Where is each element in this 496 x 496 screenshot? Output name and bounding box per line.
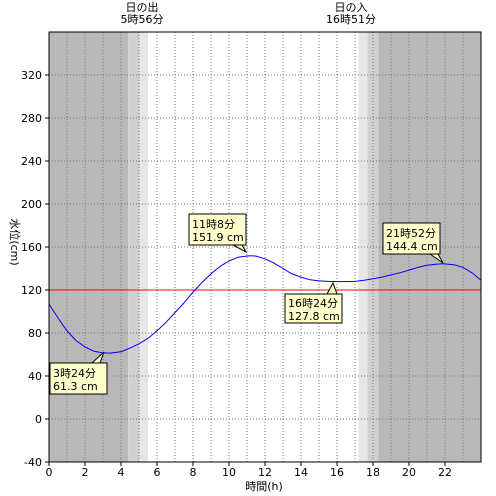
- callout-value: 144.4 cm: [386, 240, 438, 253]
- y-tick-label: 320: [21, 69, 42, 82]
- y-tick-labels: -40 0 40 80 120 160 200 240 280 320: [21, 69, 49, 469]
- callout-time: 21時52分: [386, 227, 436, 240]
- x-tick-label: 10: [222, 466, 236, 479]
- x-tick-label: 18: [366, 466, 380, 479]
- x-axis-label: 時間(h): [245, 480, 283, 493]
- low-tide-annotation-2: 16時24分 127.8 cm: [284, 281, 343, 324]
- x-tick-label: 4: [118, 466, 125, 479]
- x-tick-label: 22: [438, 466, 452, 479]
- y-tick-label: 240: [21, 155, 42, 168]
- x-tick-label: 16: [330, 466, 344, 479]
- callout-box: [382, 222, 444, 264]
- x-tick-label: 20: [402, 466, 416, 479]
- y-axis-label: 水位(cm): [8, 218, 22, 265]
- y-tick-label: -40: [24, 456, 42, 469]
- low-tide-annotation-1: 3時24分 61.3 cm: [49, 351, 108, 395]
- sunrise-time: 5時56分: [121, 13, 164, 26]
- x-tick-label: 14: [294, 466, 308, 479]
- x-tick-label: 0: [46, 466, 53, 479]
- high-tide-annotation-1: 11時8分 151.9 cm: [188, 213, 248, 254]
- night-band: [139, 32, 148, 462]
- y-tick-label: 40: [28, 370, 42, 383]
- callout-time: 3時24分: [53, 367, 96, 380]
- x-tick-label: 2: [82, 466, 89, 479]
- callout-box: [284, 281, 343, 324]
- water-level-line: [48, 255, 482, 354]
- x-tick-label: 12: [258, 466, 272, 479]
- callout-time: 11時8分: [192, 218, 235, 231]
- x-tick-labels: 0 2 4 6 8 10 12 14 16 18 20 22: [46, 462, 452, 479]
- sunset-time: 16時51分: [326, 13, 376, 26]
- y-tick-label: 280: [21, 112, 42, 125]
- x-tick-label: 8: [190, 466, 197, 479]
- y-tick-label: 200: [21, 198, 42, 211]
- callout-box: [188, 213, 248, 254]
- y-tick-label: 80: [28, 327, 42, 340]
- x-tick-label: 6: [154, 466, 161, 479]
- callout-value: 127.8 cm: [288, 310, 340, 323]
- sunrise-label: 日の出: [126, 0, 159, 14]
- night-band: [358, 32, 368, 462]
- callout-value: 61.3 cm: [53, 380, 98, 393]
- callout-value: 151.9 cm: [192, 231, 244, 244]
- high-tide-annotation-2: 21時52分 144.4 cm: [382, 222, 444, 264]
- callout-time: 16時24分: [288, 297, 338, 310]
- y-tick-label: 0: [35, 413, 42, 426]
- callout-box: [49, 351, 108, 395]
- sunset-label: 日の入: [335, 1, 368, 14]
- y-tick-label: 160: [21, 241, 42, 254]
- y-tick-label: 120: [21, 284, 42, 297]
